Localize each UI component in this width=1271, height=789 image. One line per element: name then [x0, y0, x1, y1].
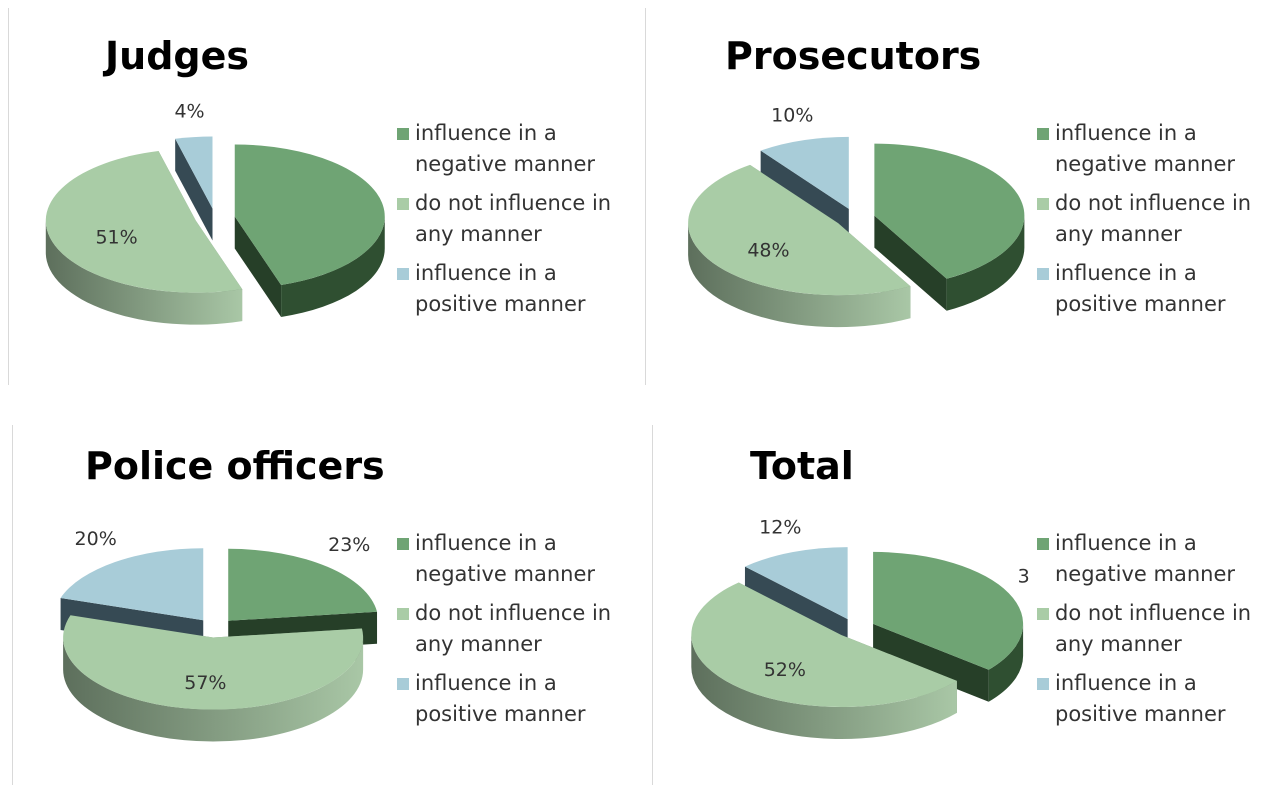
- legend-item: influence in a negative manner: [1037, 528, 1271, 590]
- slice-side: [946, 215, 1025, 311]
- slice-side: [281, 216, 385, 317]
- sides: [688, 215, 1025, 328]
- legend-label: influence in a positive manner: [415, 671, 586, 726]
- sides: [63, 637, 364, 742]
- legend-label: do not influence in any manner: [1055, 601, 1252, 656]
- legend-item: do not influence in any manner: [1037, 598, 1271, 660]
- legend-swatch: [1037, 538, 1049, 550]
- pie-slice: [175, 136, 213, 209]
- legend-item: influence in a negative manner: [397, 118, 637, 180]
- legend: influence in a negative manner do not inf…: [1037, 118, 1271, 328]
- slice-side: [63, 637, 364, 742]
- tops: 23% 57% 20%: [60, 528, 378, 710]
- data-label: 12%: [759, 516, 801, 538]
- legend-item: do not influence in any manner: [397, 598, 637, 660]
- legend-label: influence in a positive manner: [1055, 261, 1226, 316]
- pie-slice: [688, 164, 911, 296]
- legend-label: influence in a negative manner: [1055, 121, 1236, 176]
- slice-wall: [874, 215, 947, 311]
- legend-label: do not influence in any manner: [415, 601, 612, 656]
- data-label: 48%: [747, 239, 789, 261]
- pie-chart: 42%48%10%: [688, 104, 1025, 328]
- legend-swatch: [1037, 128, 1049, 140]
- legend-swatch: [1037, 268, 1049, 280]
- legend-label: influence in a negative manner: [415, 121, 596, 176]
- legend-item: influence in a positive manner: [1037, 668, 1271, 730]
- separator: [645, 8, 646, 385]
- sides: [45, 216, 385, 325]
- pie-slice: [874, 143, 1025, 279]
- data-label: 52%: [764, 659, 806, 681]
- legend-label: do not influence in any manner: [415, 191, 612, 246]
- legend-item: influence in a positive manner: [397, 258, 637, 320]
- slice-wall: [175, 138, 213, 241]
- sides: [691, 623, 1024, 739]
- pie-slice: [63, 615, 364, 710]
- legend-item: do not influence in any manner: [397, 188, 637, 250]
- legend-item: do not influence in any manner: [1037, 188, 1271, 250]
- slice-side: [988, 623, 1024, 702]
- legend: influence in a negative manner do not inf…: [1037, 528, 1271, 738]
- legend-label: do not influence in any manner: [1055, 191, 1252, 246]
- pie-chart: 45%51%4%: [45, 100, 385, 325]
- tops: 36% 52% 12%: [691, 516, 1030, 707]
- tops: 42%48%10%: [688, 104, 1025, 296]
- chart-title: Police officers: [85, 444, 385, 488]
- legend-swatch: [1037, 608, 1049, 620]
- data-label: 23%: [328, 534, 370, 556]
- pie-chart: 36% 52% 12%: [691, 516, 1030, 739]
- legend-item: influence in a positive manner: [397, 668, 637, 730]
- pie-slice: [744, 547, 848, 620]
- slice-wall: [873, 623, 989, 702]
- legend-item: influence in a negative manner: [397, 528, 637, 590]
- pie-slice: [45, 150, 243, 293]
- data-label: 20%: [75, 528, 117, 550]
- legend-item: influence in a positive manner: [1037, 258, 1271, 320]
- pie-slice: [760, 136, 849, 209]
- tops: 45%51%4%: [45, 100, 385, 293]
- pie-slice: [60, 548, 204, 621]
- separator: [8, 8, 9, 385]
- legend-swatch: [397, 608, 409, 620]
- chart-title: Prosecutors: [725, 34, 982, 78]
- legend-swatch: [397, 198, 409, 210]
- data-label: 57%: [184, 672, 226, 694]
- slice-side: [45, 220, 243, 325]
- pie-slice: [228, 548, 378, 621]
- legend-swatch: [1037, 198, 1049, 210]
- data-label: 51%: [95, 227, 137, 249]
- data-label: 36%: [1018, 566, 1030, 588]
- legend-label: influence in a positive manner: [1055, 671, 1226, 726]
- slice-side: [688, 223, 911, 328]
- data-label: 10%: [771, 104, 813, 126]
- separator: [12, 425, 13, 785]
- slice-wall: [234, 216, 282, 317]
- chart-title: Total: [750, 444, 854, 488]
- pie-slice: [234, 144, 385, 285]
- pie-slice: [873, 551, 1024, 670]
- legend: influence in a negative manner do not inf…: [397, 528, 637, 738]
- legend-swatch: [397, 538, 409, 550]
- data-label: 4%: [174, 100, 204, 122]
- chart-title: Judges: [105, 34, 249, 78]
- legend-swatch: [397, 268, 409, 280]
- legend-swatch: [397, 128, 409, 140]
- legend-label: influence in a negative manner: [415, 531, 596, 586]
- legend-swatch: [397, 678, 409, 690]
- legend-item: influence in a negative manner: [1037, 118, 1271, 180]
- legend-swatch: [1037, 678, 1049, 690]
- legend-label: influence in a positive manner: [415, 261, 586, 316]
- legend: influence in a negative manner do not inf…: [397, 118, 637, 328]
- separator: [652, 425, 653, 785]
- legend-label: influence in a negative manner: [1055, 531, 1236, 586]
- pie-chart: 23% 57% 20%: [60, 528, 378, 742]
- slice-side: [691, 634, 957, 739]
- pie-slice: [691, 582, 957, 707]
